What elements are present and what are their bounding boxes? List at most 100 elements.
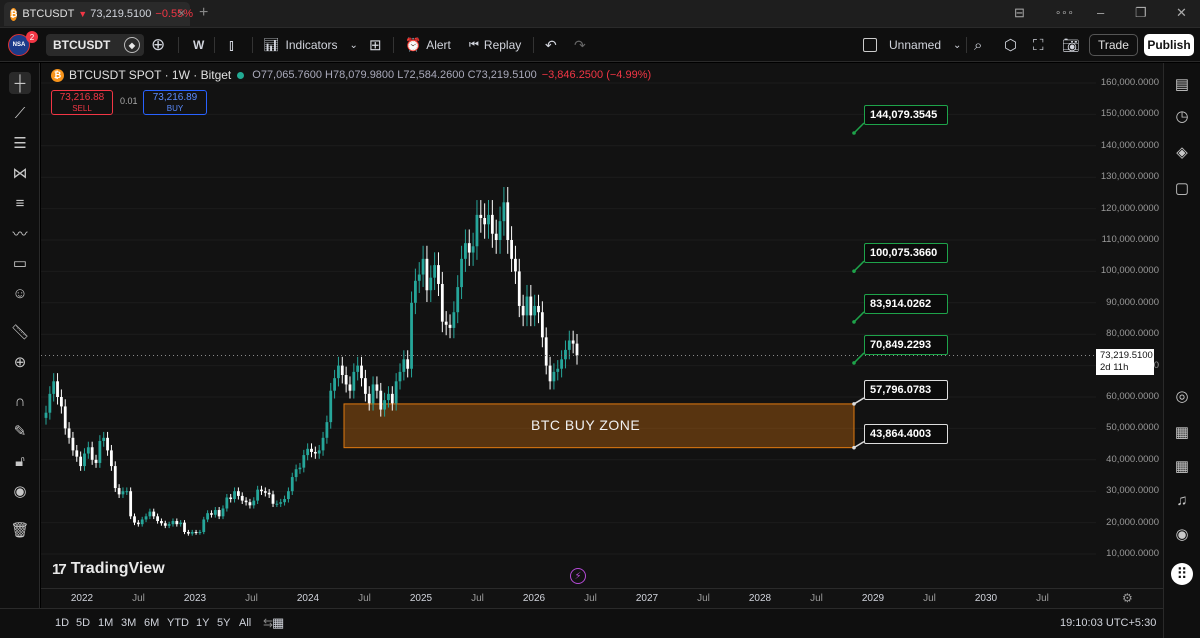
templates-icon[interactable]: ⊞	[369, 37, 382, 54]
candle-body	[233, 491, 236, 500]
chat-icon[interactable]: ▢	[1174, 180, 1190, 197]
target-icon[interactable]: ◎	[1175, 388, 1189, 405]
candle-body	[540, 312, 544, 338]
ruler-icon[interactable]: 📏︎	[10, 324, 30, 341]
fib-icon[interactable]: ≡	[15, 194, 25, 212]
candle-body	[375, 384, 379, 391]
level-price-tag[interactable]: 57,796.0783	[864, 379, 948, 400]
right-sidebar: ▤ ◷ ◈ ▢ ◎ ▦ ▦ ♫ ◉ ⠿	[1163, 63, 1200, 638]
candle-body	[413, 280, 417, 303]
layers-icon[interactable]: ◈	[1176, 144, 1188, 161]
layout-selector[interactable]: Unnamed ⌄	[863, 28, 961, 62]
interval-button[interactable]: W	[193, 38, 205, 52]
candle-body	[340, 365, 344, 376]
chart-type-icon[interactable]: ⫾	[229, 36, 234, 54]
calendar-plus-icon[interactable]: ▦	[1174, 424, 1190, 441]
level-price-tag[interactable]: 70,849.2293	[864, 334, 948, 355]
candle-body	[429, 277, 433, 291]
add-symbol-icon[interactable]: ⊕	[151, 35, 166, 54]
level-price-tag[interactable]: 83,914.0262	[864, 293, 948, 314]
replay-button[interactable]: ⏮ Replay	[469, 28, 521, 62]
range-button-3m[interactable]: 3M	[121, 617, 137, 629]
minimize-icon[interactable]: –	[1097, 5, 1105, 20]
legend-title[interactable]: BTCUSDT SPOT · 1W · Bitget	[69, 68, 232, 82]
annotation-icon[interactable]: ▭	[12, 255, 28, 272]
trade-button[interactable]: Trade	[1089, 34, 1138, 56]
candle-body	[440, 283, 444, 322]
magnet-icon[interactable]: ∩	[14, 392, 26, 410]
legend-ohlc: O77,065.7600 H78,079.9800 L72,584.2600 C…	[252, 69, 537, 81]
candle-body	[460, 258, 463, 288]
horizontal-lines-icon[interactable]: ☰	[13, 135, 27, 152]
candle-body	[306, 448, 310, 456]
compare-icon[interactable]: ⇆	[263, 616, 274, 630]
trash-icon[interactable]: 🗑︎	[10, 522, 30, 539]
calendar-icon[interactable]: ▦	[1174, 458, 1190, 475]
chart-tab[interactable]: ₿ BTCUSDT ▼ 73,219.5100 −0.55%	[4, 2, 193, 26]
alerts-clock-icon[interactable]: ◷	[1175, 108, 1189, 125]
candle-body	[279, 502, 283, 504]
projection-icon[interactable]: 〰	[12, 225, 28, 243]
snapshot-icon[interactable]: 📷︎	[1062, 36, 1080, 53]
notifications-icon[interactable]: ♫	[1176, 491, 1188, 509]
range-button-6m[interactable]: 6M	[144, 617, 160, 629]
avatar[interactable]: NSA	[8, 34, 30, 56]
podcast-icon[interactable]: ◉	[1175, 526, 1189, 543]
alert-button[interactable]: ⏰ Alert	[405, 28, 451, 62]
new-tab-icon[interactable]: +	[199, 4, 209, 21]
crosshair-icon[interactable]: ┼	[9, 72, 31, 94]
range-button-5y[interactable]: 5Y	[217, 617, 231, 629]
buy-button[interactable]: 73,216.89 BUY	[143, 90, 207, 115]
range-button-1d[interactable]: 1D	[55, 617, 70, 629]
emoji-icon[interactable]: ☺	[12, 284, 28, 302]
publish-button[interactable]: Publish	[1144, 34, 1194, 56]
lightning-icon[interactable]: ⚡︎	[570, 568, 586, 584]
price-axis-label: 110,000.0000	[1101, 234, 1159, 245]
lock-icon[interactable]: 🔓︎	[15, 452, 25, 470]
price-axis-label: 100,000.0000	[1100, 265, 1159, 277]
level-price-tag[interactable]: 43,864.4003	[864, 423, 948, 444]
more-icon[interactable]: ∘∘∘	[1055, 8, 1074, 19]
range-button-1y[interactable]: 1Y	[196, 617, 210, 629]
layout-icon[interactable]: ⊟	[1014, 5, 1025, 20]
eye-icon[interactable]: ◉	[13, 483, 27, 500]
pattern-icon[interactable]: ⋈	[12, 165, 28, 182]
alert-label: Alert	[426, 38, 451, 52]
level-price-tag[interactable]: 144,079.3545	[864, 104, 948, 125]
candle-body	[287, 491, 290, 500]
redo-icon[interactable]: ↷	[574, 36, 586, 53]
quick-search-icon[interactable]: ⌕	[974, 36, 983, 54]
symbol-search[interactable]: BTCUSDT ◆	[46, 34, 144, 56]
gear-icon[interactable]: ⚙︎	[1122, 591, 1133, 605]
zoom-icon[interactable]: ⊕	[13, 354, 27, 371]
chart-pane[interactable]: ₿ BTCUSDT SPOT · 1W · Bitget O77,065.760…	[41, 63, 1163, 608]
time-axis-label: Jul	[471, 593, 484, 604]
level-price-tag[interactable]: 100,075.3660	[864, 243, 948, 264]
draw-lock-icon[interactable]: ✎	[13, 423, 27, 440]
fullscreen-icon[interactable]: ⛶	[1033, 36, 1044, 54]
settings-icon[interactable]: ⬡	[1004, 37, 1018, 54]
undo-icon[interactable]: ↶	[545, 36, 557, 53]
trend-line-icon[interactable]: ⟋	[14, 104, 26, 122]
level-anchor-point	[852, 269, 856, 273]
range-button-5d[interactable]: 5D	[76, 617, 91, 629]
range-button-1m[interactable]: 1M	[98, 617, 114, 629]
candle-body	[175, 521, 179, 525]
price-axis-label: 30,000.0000	[1106, 485, 1159, 497]
candle-body	[260, 489, 263, 492]
range-button-all[interactable]: All	[239, 617, 252, 629]
window-close-icon[interactable]: ✕	[1176, 5, 1187, 20]
clock[interactable]: 19:10:03 UTC+5:30	[1060, 617, 1157, 629]
price-axis-label: 50,000.0000	[1106, 422, 1159, 434]
indicators-icon: 📊︎	[263, 37, 280, 52]
tab-close-icon[interactable]: ×	[178, 6, 186, 20]
indicators-button[interactable]: 📊︎ Indicators ⌄	[263, 28, 358, 62]
restore-icon[interactable]: ❐	[1135, 5, 1147, 20]
time-axis[interactable]: ⚙︎ 2022 Jul 2023 Jul 2024 Jul 2025 Jul 2026 Jul 20…	[41, 588, 1163, 608]
watchlist-icon[interactable]: ▤	[1174, 76, 1190, 93]
date-range-icon[interactable]: ▦	[272, 615, 285, 630]
chart-canvas[interactable]	[41, 63, 1163, 608]
sell-button[interactable]: 73,216.88 SELL	[51, 90, 113, 115]
range-button-ytd[interactable]: YTD	[167, 617, 189, 629]
apps-icon[interactable]: ⠿	[1171, 563, 1193, 585]
